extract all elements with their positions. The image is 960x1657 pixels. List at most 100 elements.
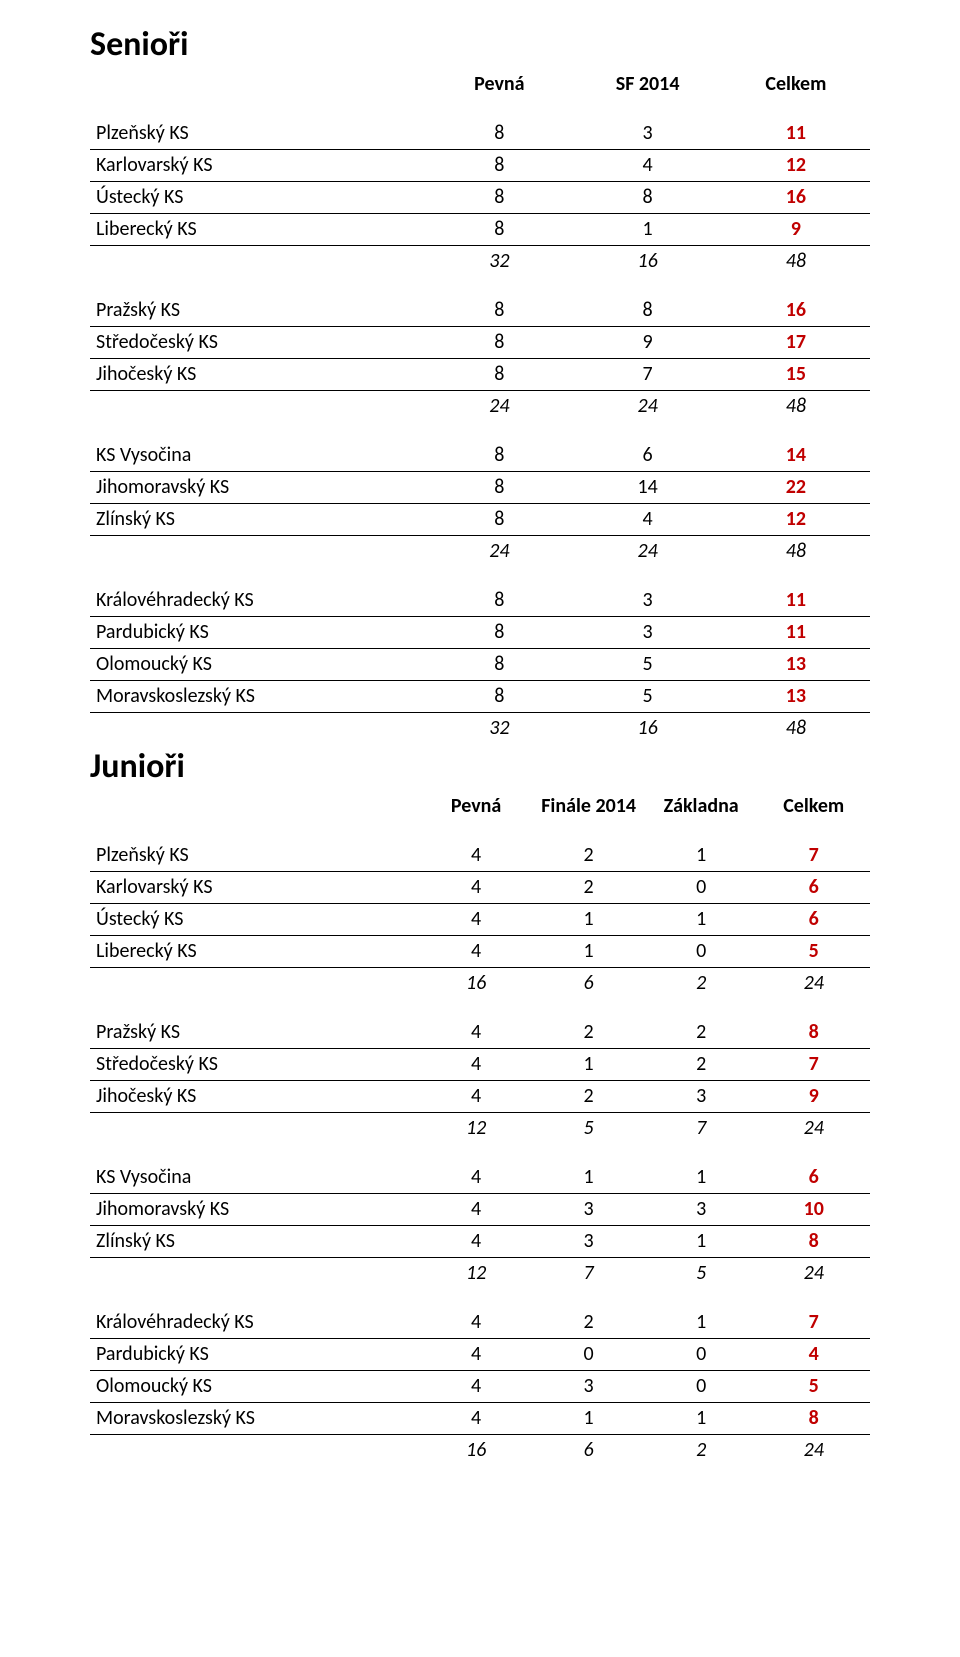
page: Senioři Pevná SF 2014 Celkem Plzeňský KS… bbox=[0, 0, 960, 1534]
row-label: Zlínský KS bbox=[90, 1226, 420, 1258]
col-header-sf2014: SF 2014 bbox=[573, 69, 721, 100]
cell-total: 6 bbox=[757, 872, 870, 904]
cell-total: 9 bbox=[757, 1081, 870, 1113]
cell: 7 bbox=[645, 1113, 758, 1145]
col-header-celkem: Celkem bbox=[722, 69, 870, 100]
table-row: Středočeský KS 4 1 2 7 bbox=[90, 1049, 870, 1081]
cell: 0 bbox=[645, 872, 758, 904]
table-row: Karlovarský KS 8 4 12 bbox=[90, 150, 870, 182]
table-row: Pražský KS 4 2 2 8 bbox=[90, 1017, 870, 1049]
cell: 4 bbox=[420, 936, 533, 968]
table-row: Zlínský KS 8 4 12 bbox=[90, 504, 870, 536]
cell-total: 12 bbox=[722, 150, 870, 182]
cell: 6 bbox=[532, 1435, 645, 1467]
cell: 2 bbox=[532, 872, 645, 904]
row-label: Zlínský KS bbox=[90, 504, 425, 536]
row-label: KS Vysočina bbox=[90, 440, 425, 472]
cell: 8 bbox=[425, 295, 573, 327]
table-row: Liberecký KS 8 1 9 bbox=[90, 214, 870, 246]
seniori-group-2: Pražský KS 8 8 16 Středočeský KS 8 9 17 … bbox=[90, 295, 870, 422]
cell: 8 bbox=[425, 585, 573, 617]
cell: 3 bbox=[645, 1081, 758, 1113]
row-label: Jihomoravský KS bbox=[90, 1194, 420, 1226]
row-label: KS Vysočina bbox=[90, 1162, 420, 1194]
cell-total: 8 bbox=[757, 1017, 870, 1049]
cell: 6 bbox=[573, 440, 721, 472]
row-label: Jihočeský KS bbox=[90, 359, 425, 391]
cell: 4 bbox=[420, 1403, 533, 1435]
cell: 8 bbox=[425, 359, 573, 391]
cell-total: 7 bbox=[757, 1307, 870, 1339]
table-row: Pardubický KS 4 0 0 4 bbox=[90, 1339, 870, 1371]
cell: 2 bbox=[645, 1049, 758, 1081]
row-label: Liberecký KS bbox=[90, 214, 425, 246]
table-row: KS Vysočina 4 1 1 6 bbox=[90, 1162, 870, 1194]
cell: 2 bbox=[645, 968, 758, 1000]
cell: 0 bbox=[645, 1371, 758, 1403]
col-header-pevna: Pevná bbox=[420, 791, 533, 822]
cell-total: 17 bbox=[722, 327, 870, 359]
table-row: Olomoucký KS 8 5 13 bbox=[90, 649, 870, 681]
row-label: Olomoucký KS bbox=[90, 649, 425, 681]
row-label: Ústecký KS bbox=[90, 182, 425, 214]
cell: 7 bbox=[573, 359, 721, 391]
cell: 24 bbox=[573, 536, 721, 568]
cell-total: 11 bbox=[722, 585, 870, 617]
table-row: Liberecký KS 4 1 0 5 bbox=[90, 936, 870, 968]
cell: 2 bbox=[532, 840, 645, 872]
cell: 5 bbox=[532, 1113, 645, 1145]
col-header-finale: Finále 2014 bbox=[532, 791, 645, 822]
cell: 3 bbox=[573, 118, 721, 150]
cell: 8 bbox=[573, 182, 721, 214]
table-row: Moravskoslezský KS 8 5 13 bbox=[90, 681, 870, 713]
juniori-header: Pevná Finále 2014 Základna Celkem bbox=[90, 791, 870, 822]
cell: 16 bbox=[420, 968, 533, 1000]
cell: 3 bbox=[532, 1194, 645, 1226]
cell: 8 bbox=[425, 118, 573, 150]
cell: 4 bbox=[420, 1307, 533, 1339]
cell: 1 bbox=[645, 1403, 758, 1435]
cell: 24 bbox=[425, 536, 573, 568]
seniori-header: Pevná SF 2014 Celkem bbox=[90, 69, 870, 100]
cell: 8 bbox=[425, 440, 573, 472]
cell: 2 bbox=[532, 1081, 645, 1113]
row-label: Plzeňský KS bbox=[90, 840, 420, 872]
col-header-zakladna: Základna bbox=[645, 791, 758, 822]
cell: 3 bbox=[645, 1194, 758, 1226]
cell: 24 bbox=[425, 391, 573, 423]
cell: 8 bbox=[425, 327, 573, 359]
cell: 1 bbox=[532, 904, 645, 936]
cell-total: 8 bbox=[757, 1403, 870, 1435]
cell: 24 bbox=[573, 391, 721, 423]
row-label: Karlovarský KS bbox=[90, 150, 425, 182]
cell: 3 bbox=[573, 585, 721, 617]
cell-total: 11 bbox=[722, 118, 870, 150]
group-total-row: 24 24 48 bbox=[90, 391, 870, 423]
table-row: Královéhradecký KS 8 3 11 bbox=[90, 585, 870, 617]
cell: 5 bbox=[573, 681, 721, 713]
group-total-row: 16 6 2 24 bbox=[90, 1435, 870, 1467]
cell: 1 bbox=[645, 840, 758, 872]
table-row: Jihočeský KS 8 7 15 bbox=[90, 359, 870, 391]
seniori-group-3: KS Vysočina 8 6 14 Jihomoravský KS 8 14 … bbox=[90, 440, 870, 567]
row-label: Středočeský KS bbox=[90, 327, 425, 359]
row-label: Jihočeský KS bbox=[90, 1081, 420, 1113]
cell: 8 bbox=[425, 182, 573, 214]
cell: 2 bbox=[645, 1017, 758, 1049]
cell: 1 bbox=[532, 936, 645, 968]
cell: 2 bbox=[532, 1017, 645, 1049]
cell: 4 bbox=[420, 904, 533, 936]
cell: 6 bbox=[532, 968, 645, 1000]
cell-total: 22 bbox=[722, 472, 870, 504]
cell: 1 bbox=[573, 214, 721, 246]
cell: 8 bbox=[425, 214, 573, 246]
cell-total: 5 bbox=[757, 936, 870, 968]
row-label: Moravskoslezský KS bbox=[90, 1403, 420, 1435]
table-row: KS Vysočina 8 6 14 bbox=[90, 440, 870, 472]
cell: 14 bbox=[573, 472, 721, 504]
cell: 2 bbox=[532, 1307, 645, 1339]
cell-total: 9 bbox=[722, 214, 870, 246]
blank-header bbox=[90, 791, 420, 822]
row-label: Královéhradecký KS bbox=[90, 1307, 420, 1339]
col-header-pevna: Pevná bbox=[425, 69, 573, 100]
